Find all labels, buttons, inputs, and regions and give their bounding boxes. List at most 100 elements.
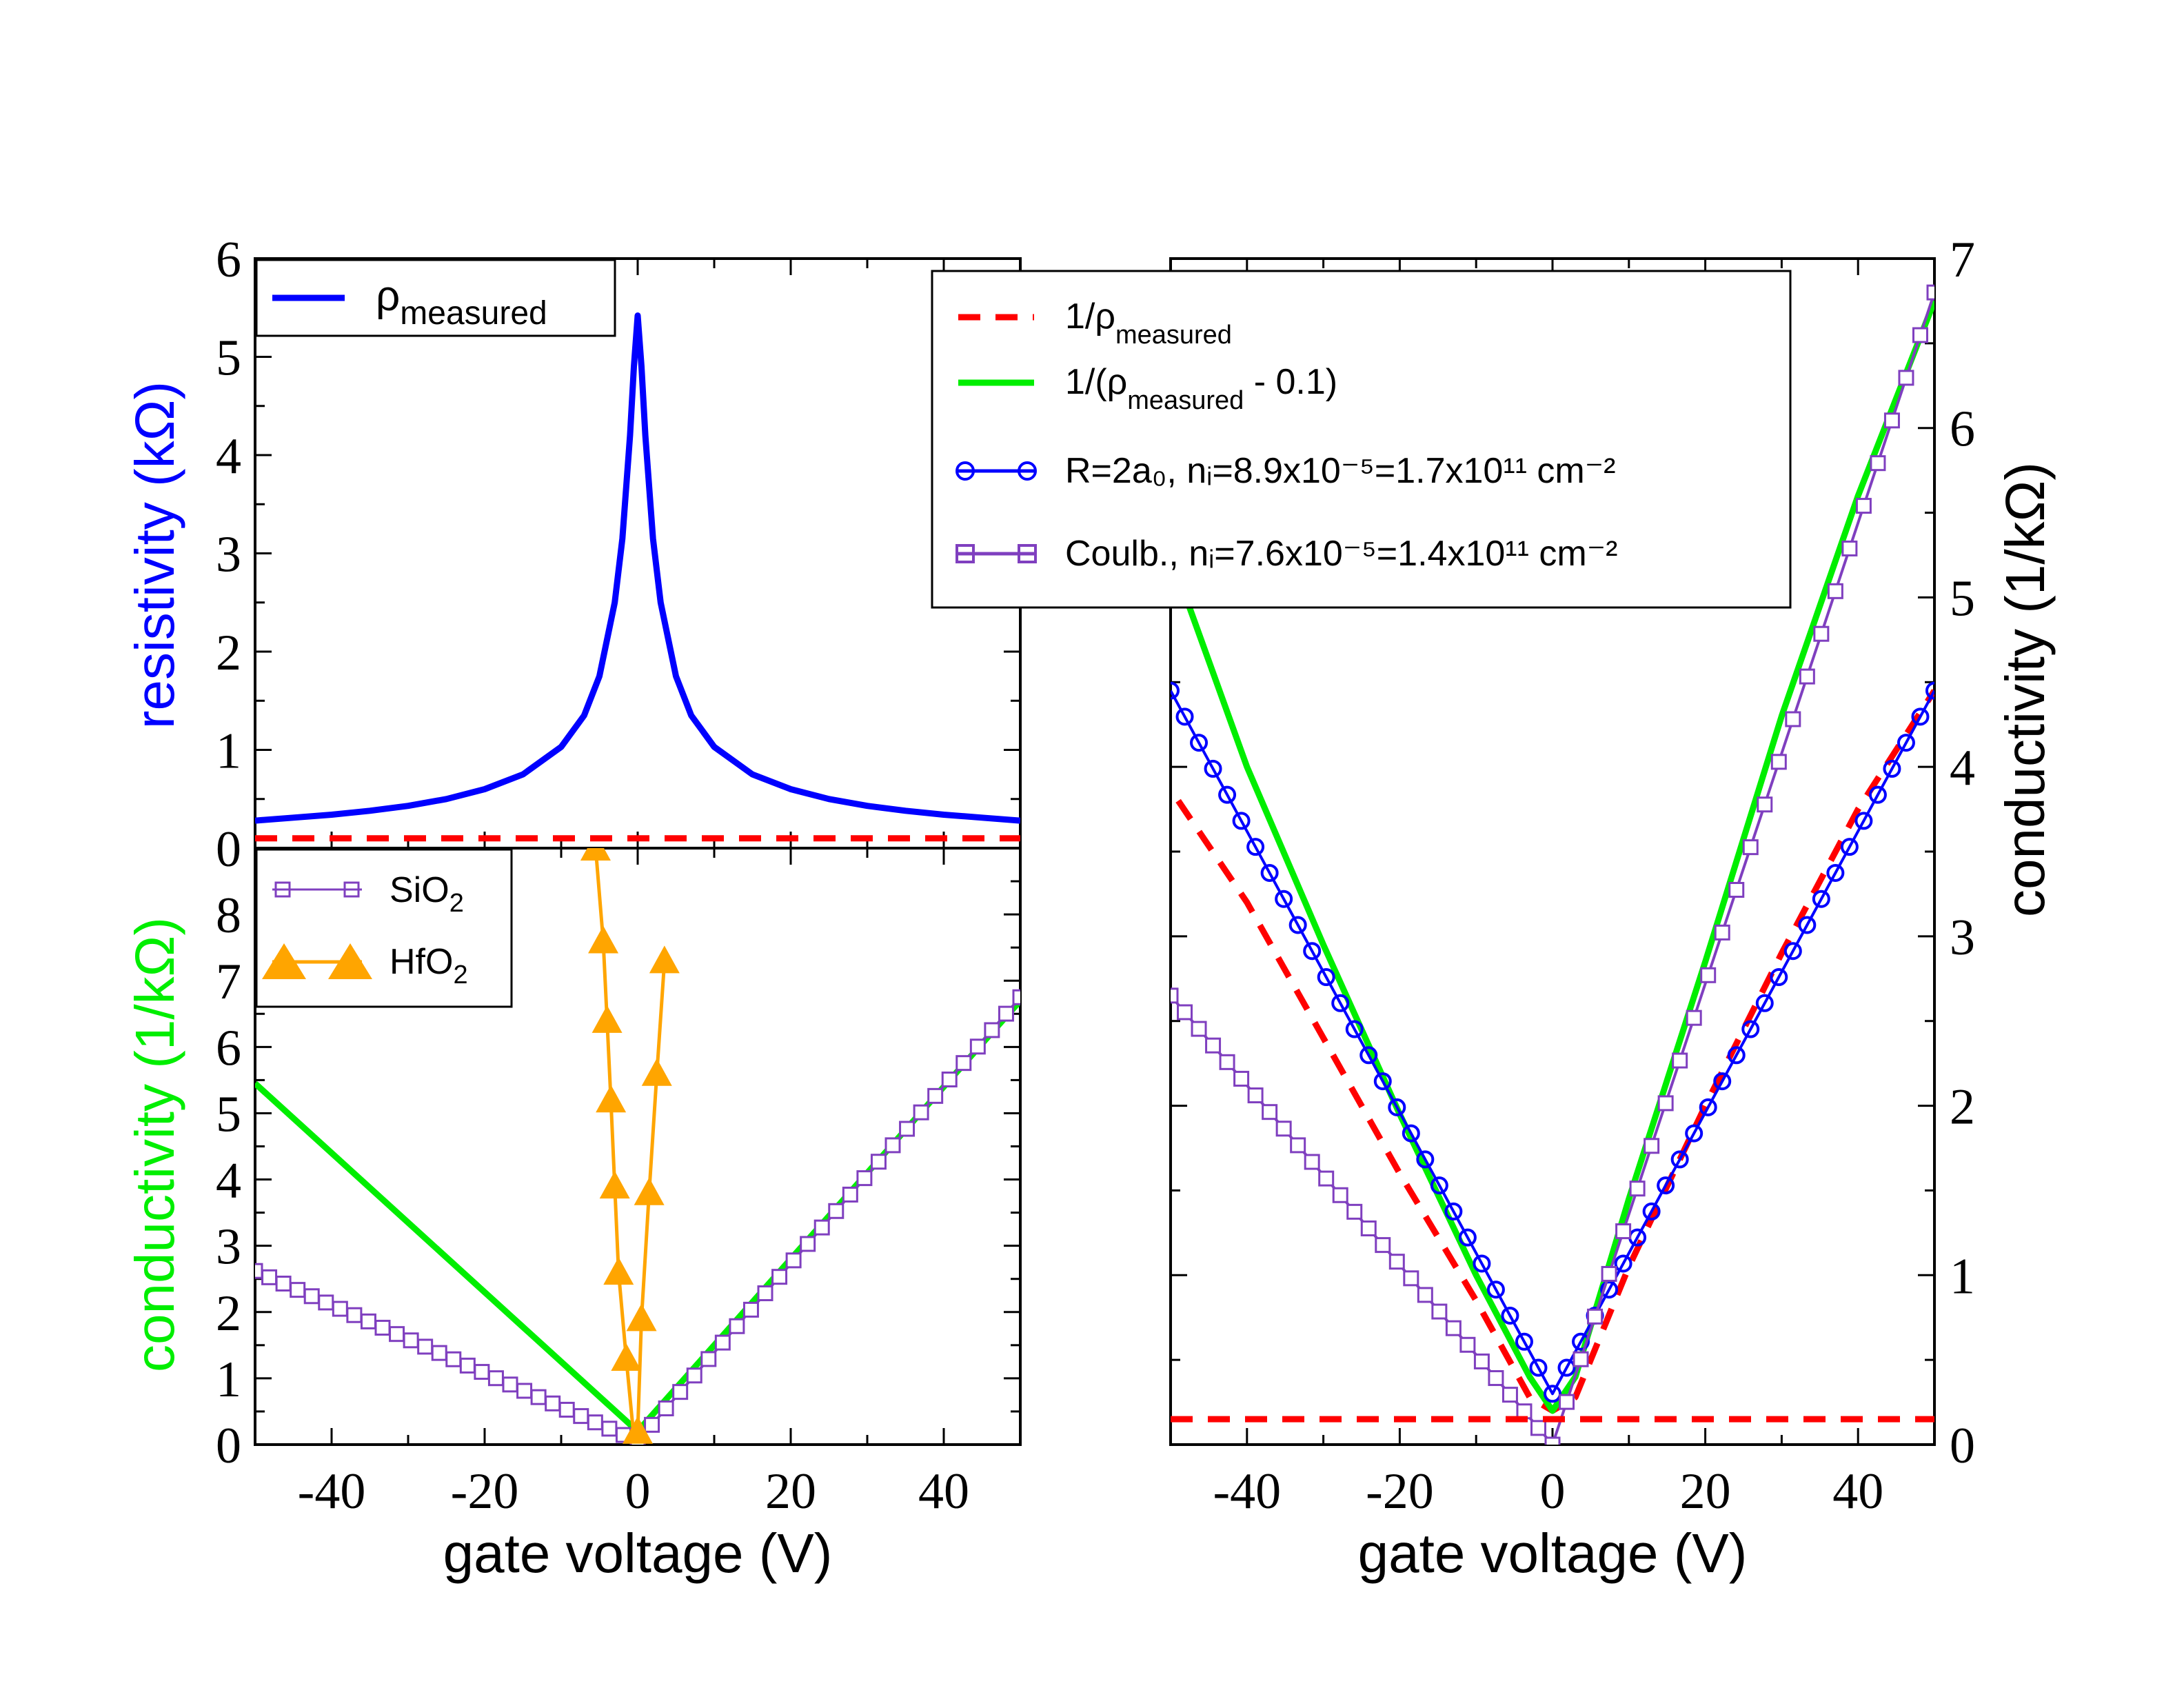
panel2-series3-marker	[1700, 967, 1717, 983]
legend-swatch-r2a0-marker-right	[1018, 461, 1037, 481]
panel2-series3-marker	[1855, 498, 1872, 514]
panel2-series3-marker	[1686, 1009, 1702, 1026]
panel2-series2-marker	[1501, 1306, 1519, 1325]
panel2-series2-marker	[1699, 1098, 1717, 1116]
legend-swatch-hfo2-marker-left	[262, 943, 306, 979]
legend-label-sio2-sub: 2	[449, 889, 464, 918]
panel1-series1-marker	[360, 1313, 376, 1329]
panel2-series3-marker	[1672, 1052, 1688, 1069]
label-layer: 0 1 2 3 4 5 6 -40 -20 0 20 40 0 1 2 3 4 5 6 7 8 -40 -20 0 20 40 0 1…	[216, 232, 1975, 1520]
legend-swatch-coulb-marker-left	[956, 544, 975, 563]
panel2-x-tick-label: -40	[1213, 1463, 1281, 1520]
panel2-series3-marker	[1587, 1308, 1604, 1325]
svg-text:SiO2: SiO2	[390, 870, 464, 918]
panel2-series2-marker	[1430, 1176, 1448, 1195]
panel2-series3-marker	[1898, 370, 1914, 386]
panel2-series2-marker	[1331, 994, 1350, 1012]
panel2-series2-marker	[1175, 707, 1194, 726]
panel2-x-tick-label: 40	[1832, 1463, 1883, 1520]
panel2-series3-marker	[1318, 1170, 1335, 1187]
panel1-series1-marker	[431, 1345, 447, 1361]
panel2-series2-marker	[1486, 1280, 1505, 1299]
panel1-series1-marker	[870, 1154, 887, 1170]
panel0-y-tick-label: 6	[216, 232, 241, 288]
panel2-series2-marker	[1670, 1150, 1689, 1169]
panel2-series2-marker	[1388, 1098, 1406, 1116]
panel1-series1-marker	[700, 1351, 717, 1367]
panel2-y-tick-label: 6	[1950, 401, 1975, 458]
panel2-series2-marker	[1246, 838, 1265, 856]
legend-label-r2a0: R=2a₀, nᵢ=8.9x10⁻⁵=1.7x10¹¹ cm⁻²	[1065, 451, 1615, 491]
panel2-series3-marker	[1742, 839, 1759, 856]
panel1-series2-marker	[603, 1257, 634, 1285]
panel2-series3-marker	[1615, 1223, 1632, 1240]
bottom-left-y-axis-title: conductivity (1/kΩ)	[124, 917, 185, 1372]
panel2-series3-marker	[1559, 1394, 1575, 1410]
panel2-series2-marker	[1529, 1358, 1548, 1377]
panel1-series1-marker	[813, 1219, 830, 1236]
panel2-series2-marker	[1373, 1072, 1392, 1091]
panel1-series2-marker	[641, 1058, 672, 1086]
right-y-axis-title: conductivity (1/kΩ)	[1994, 462, 2056, 917]
panel1-series2-marker	[634, 1177, 665, 1205]
panel1-x-tick-label: 0	[625, 1463, 651, 1520]
panel1-y-tick-label: 0	[216, 1418, 241, 1474]
panel1-series1-marker	[573, 1408, 589, 1425]
panel1-series1-marker	[956, 1055, 972, 1072]
panel1-series1-marker	[403, 1332, 419, 1349]
panel1-series2-marker	[649, 945, 680, 974]
panel2-series3-marker	[1177, 1004, 1193, 1021]
panel1-series1-marker	[927, 1087, 944, 1104]
panel2-series2-marker	[1925, 681, 1934, 700]
panel2-series2-marker	[1473, 1254, 1491, 1273]
svg-text:ρmeasured: ρmeasured	[376, 272, 547, 332]
legend-label-inv-rho-minus: 1/(ρ	[1065, 362, 1127, 402]
panel1-series1-marker	[459, 1357, 476, 1374]
panel1-series1-marker	[255, 1263, 263, 1279]
panel1-y-tick-label: 5	[216, 1086, 241, 1143]
legend-label-inv-rho-sub: measured	[1115, 321, 1232, 350]
panel2-series2-marker	[1657, 1176, 1675, 1195]
panel1-series1-marker	[856, 1170, 873, 1187]
panel2-series1-line	[1182, 299, 1934, 1414]
panel2-series3-marker	[1459, 1336, 1476, 1353]
panel2-series3-marker	[1205, 1037, 1222, 1054]
panel2-y-tick-label: 3	[1950, 910, 1975, 966]
panel2-y-tick-label: 2	[1950, 1079, 1975, 1136]
legend-label-inv-rho: 1/ρ	[1065, 297, 1115, 336]
panel1-series1-marker	[771, 1269, 788, 1285]
svg-text:1/(ρmeasured - 0.1): 1/(ρmeasured - 0.1)	[1065, 362, 1337, 415]
bottom-left-legend: SiO2 HfO2	[255, 848, 513, 1008]
panel1-series1-marker	[842, 1186, 858, 1203]
panel1-series1-marker	[502, 1376, 518, 1393]
legend-label-inv-rho-minus-tail: - 0.1)	[1244, 362, 1337, 402]
panel2-y-tick-label: 4	[1950, 740, 1975, 796]
panel2-series2-marker	[1260, 863, 1279, 882]
panel1-series1-marker	[969, 1038, 986, 1055]
panel1-series1-marker	[913, 1104, 929, 1121]
panel1-x-tick-label: -20	[451, 1463, 519, 1520]
panel1-series1-marker	[899, 1121, 916, 1137]
panel2-series3-marker	[1445, 1320, 1462, 1336]
panel2-series3-marker	[1530, 1420, 1546, 1436]
panel1-series2-marker	[592, 1005, 623, 1033]
panel2-series3-marker	[1304, 1154, 1320, 1170]
panel1-series2-marker	[623, 1416, 653, 1444]
panel2-series3-marker	[1502, 1387, 1518, 1403]
panel1-series1-marker	[516, 1383, 533, 1399]
panel0-series0-line	[255, 312, 1020, 824]
panel1-series1-marker	[318, 1294, 334, 1311]
panel1-series1-marker	[558, 1401, 575, 1418]
panel2-series3-marker	[1247, 1087, 1264, 1104]
panel1-series2-marker	[588, 925, 619, 954]
panel2-y-tick-label: 7	[1950, 232, 1975, 288]
panel0-y-tick-label: 1	[216, 723, 241, 780]
panel2-series2-marker	[1713, 1072, 1732, 1091]
panel2-series2-marker	[1345, 1020, 1364, 1038]
panel1-series1-marker	[672, 1384, 689, 1400]
panel1-series2-marker	[580, 848, 611, 861]
panel1-series1-line	[255, 996, 1020, 1443]
panel1-series1-marker	[346, 1307, 363, 1323]
panel2-series2-marker	[1685, 1124, 1703, 1143]
